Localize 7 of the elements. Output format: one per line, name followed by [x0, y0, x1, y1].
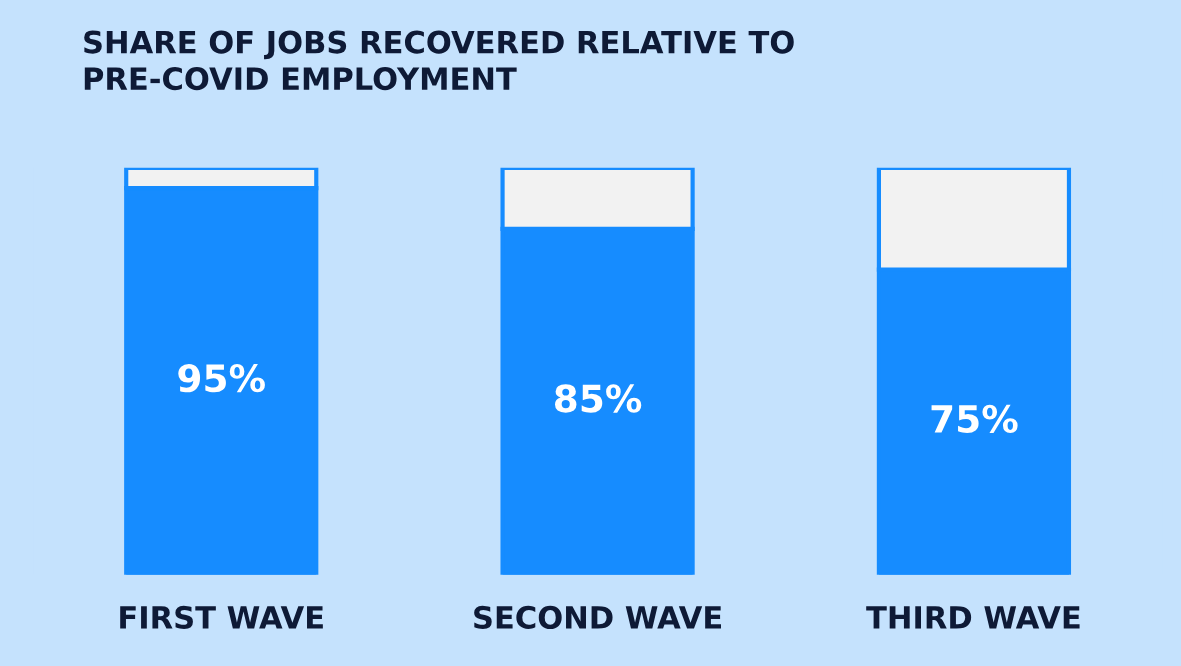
chart-title: SHARE OF JOBS RECOVERED RELATIVE TO PRE-COVID EMPLOYMENT: [84, 30, 794, 91]
x-tick-label: THIRD WAVE: [866, 606, 1080, 629]
data-label: 75%: [931, 404, 1018, 434]
data-label: 95%: [178, 363, 265, 393]
x-tick-label: SECOND WAVE: [474, 605, 721, 629]
x-tick-label: FIRST WAVE: [120, 605, 323, 629]
data-label: 85%: [555, 384, 642, 413]
